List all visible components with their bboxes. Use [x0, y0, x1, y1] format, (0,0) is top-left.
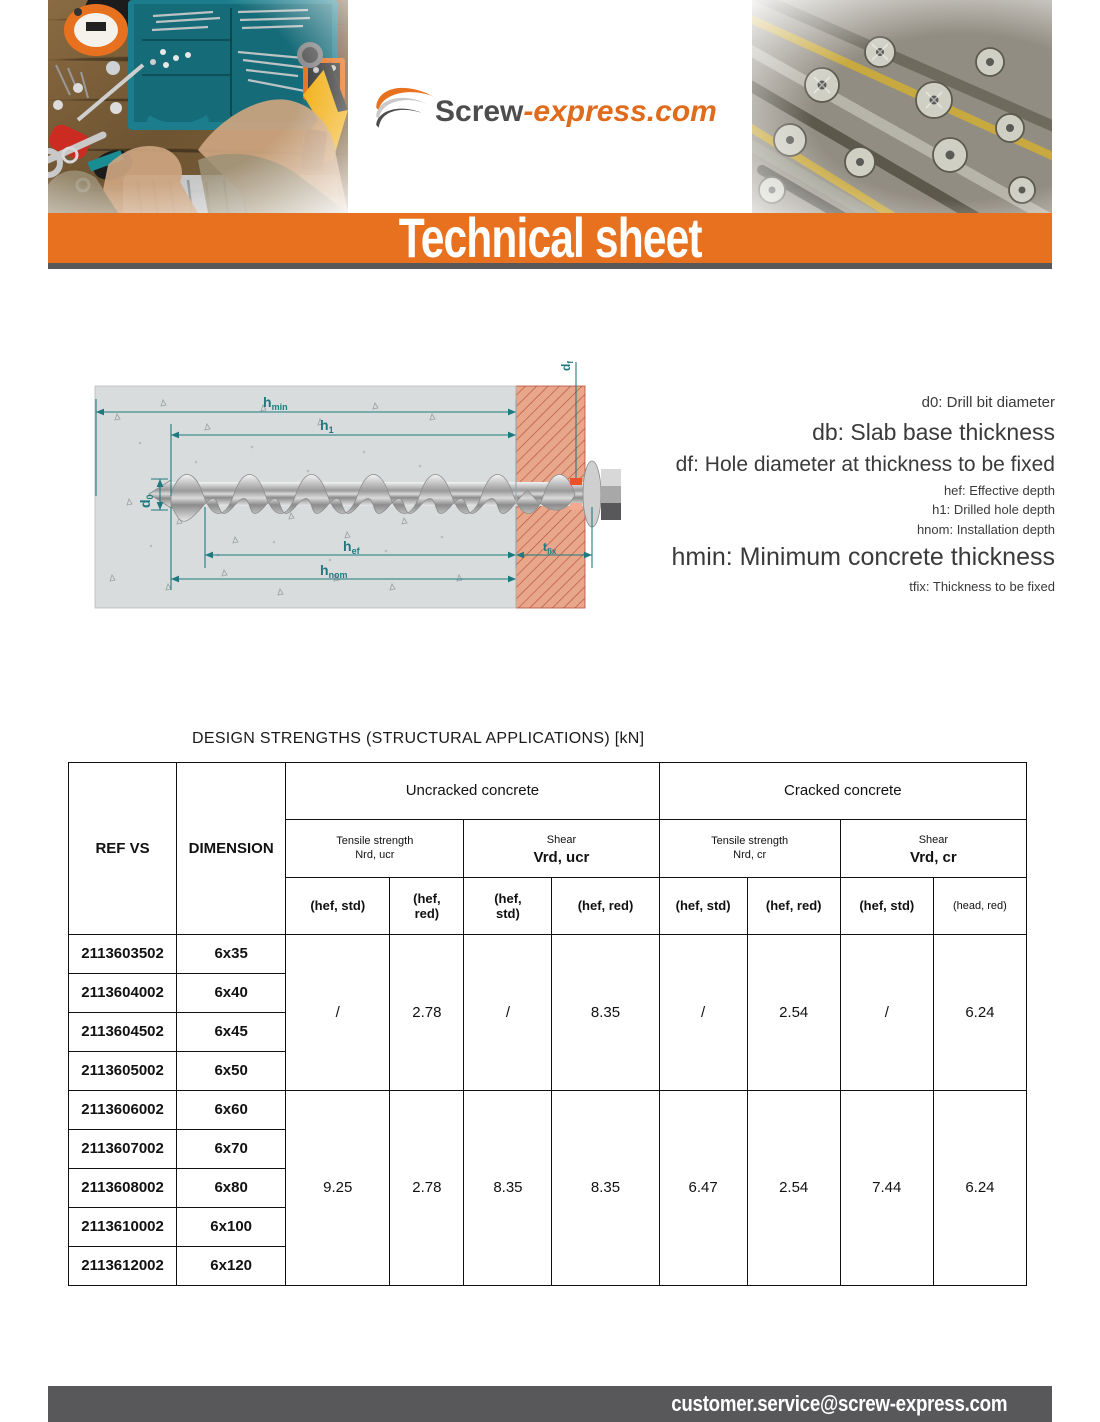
svg-text:df: df	[559, 361, 575, 371]
